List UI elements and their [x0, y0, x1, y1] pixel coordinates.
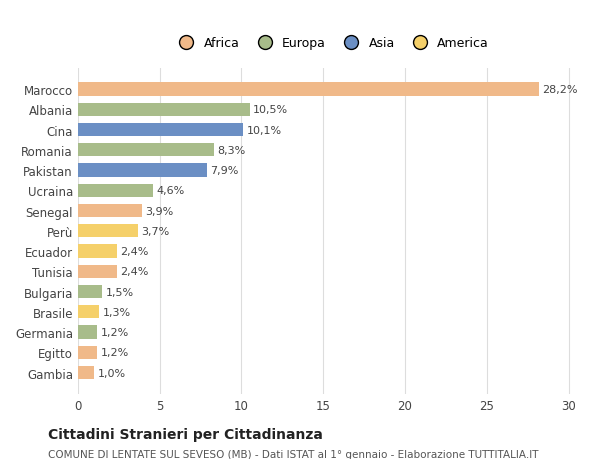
Bar — [78, 205, 142, 218]
Text: 1,3%: 1,3% — [103, 307, 131, 317]
Text: 1,5%: 1,5% — [106, 287, 134, 297]
Text: 3,9%: 3,9% — [145, 206, 173, 216]
Bar — [78, 123, 243, 137]
Bar — [78, 225, 139, 238]
Text: 3,7%: 3,7% — [142, 226, 170, 236]
Bar — [78, 285, 103, 298]
Text: 2,4%: 2,4% — [121, 267, 149, 277]
Text: 10,1%: 10,1% — [247, 125, 281, 135]
Text: Cittadini Stranieri per Cittadinanza: Cittadini Stranieri per Cittadinanza — [48, 427, 323, 441]
Text: 10,5%: 10,5% — [253, 105, 288, 115]
Text: 28,2%: 28,2% — [542, 85, 578, 95]
Legend: Africa, Europa, Asia, America: Africa, Europa, Asia, America — [169, 32, 494, 55]
Bar — [78, 265, 117, 278]
Bar — [78, 83, 539, 96]
Text: 7,9%: 7,9% — [211, 166, 239, 176]
Text: 4,6%: 4,6% — [157, 186, 185, 196]
Bar — [78, 306, 99, 319]
Bar — [78, 326, 97, 339]
Bar — [78, 346, 97, 359]
Text: COMUNE DI LENTATE SUL SEVESO (MB) - Dati ISTAT al 1° gennaio - Elaborazione TUTT: COMUNE DI LENTATE SUL SEVESO (MB) - Dati… — [48, 449, 539, 459]
Text: 1,2%: 1,2% — [101, 327, 129, 337]
Text: 8,3%: 8,3% — [217, 146, 245, 156]
Bar — [78, 366, 94, 379]
Bar — [78, 144, 214, 157]
Text: 2,4%: 2,4% — [121, 246, 149, 257]
Text: 1,0%: 1,0% — [97, 368, 125, 378]
Bar — [78, 164, 207, 177]
Bar — [78, 245, 117, 258]
Text: 1,2%: 1,2% — [101, 347, 129, 358]
Bar — [78, 184, 153, 197]
Bar — [78, 103, 250, 117]
